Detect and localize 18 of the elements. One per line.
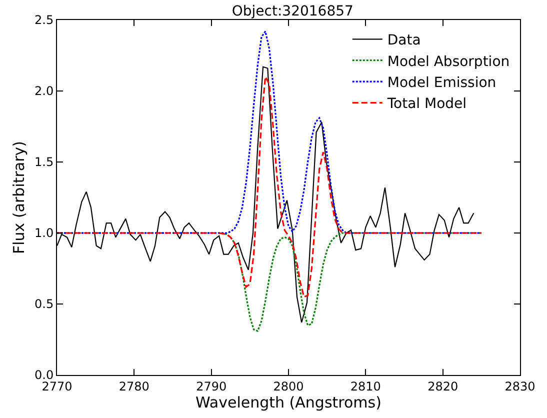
legend-label: Model Emission: [387, 75, 496, 92]
y-tick-label: 2.0: [34, 84, 54, 98]
y-tick-label: 0.5: [34, 297, 54, 312]
y-tick-label: 2.5: [34, 13, 54, 28]
legend-label: Data: [387, 32, 421, 49]
y-tick-label: 1.0: [34, 226, 54, 240]
y-tick-label: 1.5: [34, 155, 54, 170]
y-axis-title: Flux (arbitrary): [10, 141, 28, 254]
x-tick-label: 2810: [350, 379, 381, 394]
x-axis-title: Wavelength (Angstroms): [196, 393, 382, 412]
legend-label: Model Absorption: [387, 54, 510, 70]
x-tick-label: 2800: [273, 379, 304, 394]
chart-title: Object:32016857: [232, 3, 354, 20]
x-tick-label: 2790: [196, 379, 227, 394]
x-tick-label: 2820: [428, 379, 458, 394]
x-tick-label: 2780: [118, 379, 150, 394]
legend-label: Total Model: [386, 96, 467, 112]
x-tick-label: 2830: [504, 379, 536, 394]
